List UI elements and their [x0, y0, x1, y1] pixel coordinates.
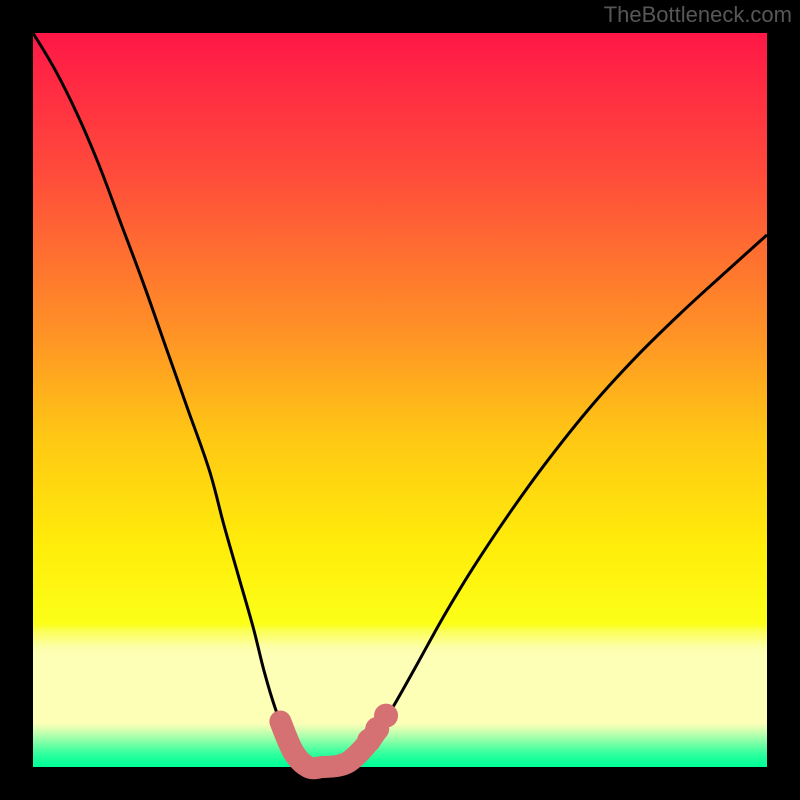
watermark-text: TheBottleneck.com — [604, 2, 792, 28]
gradient-bg — [33, 33, 767, 767]
chart-container: TheBottleneck.com — [0, 0, 800, 800]
chart-svg — [0, 0, 800, 800]
highlight-dot — [374, 704, 398, 728]
